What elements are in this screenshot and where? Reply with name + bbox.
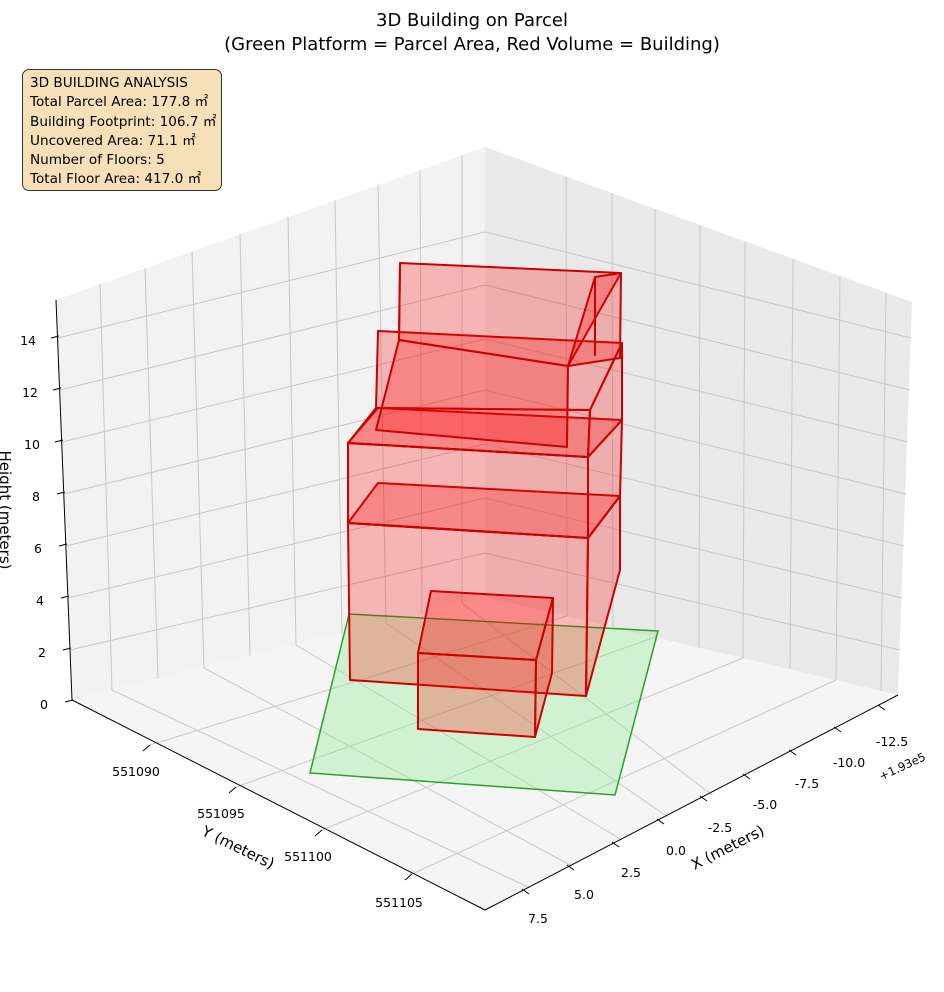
info-total-floor-area: Total Floor Area: 417.0 ㎡ bbox=[30, 171, 202, 188]
y-tick-label: 551100 bbox=[284, 849, 332, 864]
z-axis-label: Height (meters) bbox=[0, 451, 14, 570]
y-tick-label: 551105 bbox=[375, 895, 423, 910]
chart-title: 3D Building on Parcel bbox=[376, 10, 568, 31]
parcel-platform bbox=[309, 613, 659, 796]
building-volume bbox=[347, 262, 623, 738]
z-tick-label: 14 bbox=[20, 333, 36, 348]
x-tick-label: -10.0 bbox=[833, 755, 865, 770]
floor-4-left-edge bbox=[398, 262, 401, 341]
y-axis-label: Y (meters) bbox=[198, 822, 277, 873]
info-building-footprint: Building Footprint: 106.7 ㎡ bbox=[30, 113, 217, 130]
info-heading: 3D BUILDING ANALYSIS bbox=[30, 75, 188, 91]
floor-pane bbox=[72, 597, 898, 910]
analysis-info-box: 3D BUILDING ANALYSIS Total Parcel Area: … bbox=[22, 69, 222, 191]
z-tick-label: 12 bbox=[22, 385, 38, 400]
chart-subtitle: (Green Platform = Parcel Area, Red Volum… bbox=[224, 34, 720, 55]
x-tick-label: 5.0 bbox=[574, 887, 594, 902]
x-tick-label: -7.5 bbox=[795, 776, 819, 791]
x-tick-label: -12.5 bbox=[876, 734, 908, 749]
floor-4-front bbox=[375, 339, 569, 448]
z-tick-label: 4 bbox=[36, 593, 44, 608]
info-parcel-area: Total Parcel Area: 177.8 ㎡ bbox=[30, 94, 209, 111]
right-pane bbox=[485, 147, 912, 695]
info-uncovered-area: Uncovered Area: 71.1 ㎡ bbox=[30, 132, 196, 149]
z-tick-label: 2 bbox=[38, 645, 46, 660]
axis-lines bbox=[55, 299, 899, 911]
x-tick-label: -2.5 bbox=[708, 820, 732, 835]
z-tick-label: 6 bbox=[34, 541, 42, 556]
x-tick-label: 7.5 bbox=[528, 911, 548, 926]
x-tick-label: 0.0 bbox=[666, 843, 686, 858]
y-tick-label: 551095 bbox=[197, 806, 245, 821]
floor-2-front bbox=[347, 442, 589, 539]
z-axis: 0 2 4 6 8 10 12 14 Height (meters) bbox=[0, 333, 74, 712]
annex-right bbox=[534, 597, 554, 738]
x-tick-label: -5.0 bbox=[753, 797, 777, 812]
floor-3-right bbox=[587, 342, 623, 458]
x-offset-label: +1.93e5 bbox=[877, 750, 928, 784]
grid-lines bbox=[57, 155, 912, 889]
z-tick-label: 8 bbox=[32, 489, 40, 504]
left-pane bbox=[56, 147, 485, 700]
x-tick-label: 2.5 bbox=[621, 865, 641, 880]
z-tick-label: 0 bbox=[40, 697, 48, 712]
z-tick-label: 10 bbox=[24, 437, 40, 452]
annex-front bbox=[417, 652, 537, 738]
y-tick-label: 551090 bbox=[112, 764, 160, 779]
info-number-of-floors: Number of Floors: 5 bbox=[30, 152, 165, 169]
annex-top bbox=[417, 590, 554, 661]
